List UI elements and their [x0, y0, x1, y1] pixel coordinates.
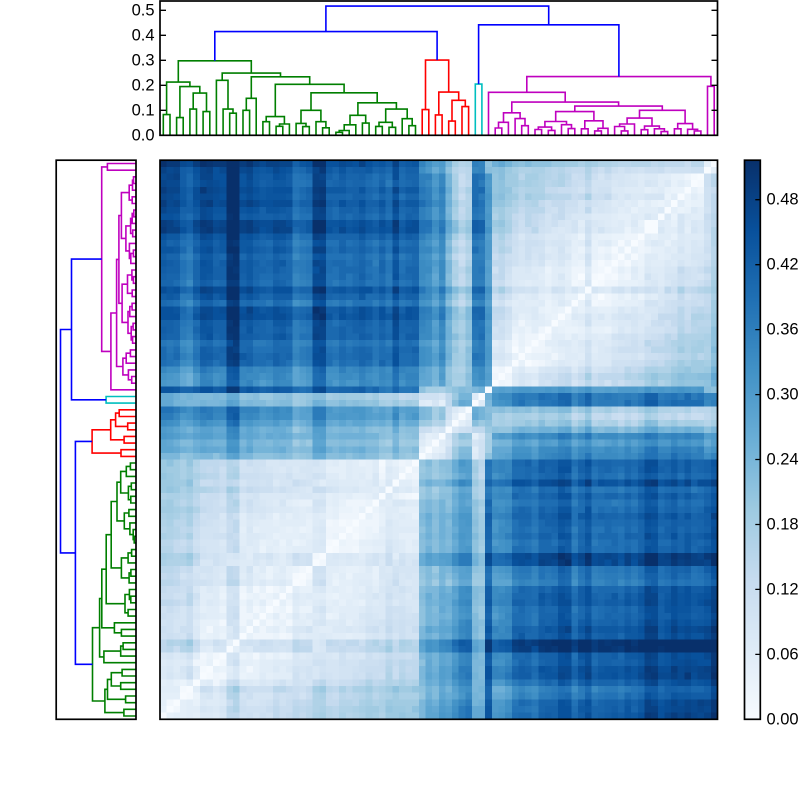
svg-text:0.48: 0.48 [767, 191, 799, 209]
svg-text:0.30: 0.30 [767, 386, 799, 404]
svg-text:0.3: 0.3 [132, 51, 155, 69]
svg-text:0.24: 0.24 [767, 451, 799, 469]
svg-text:0.1: 0.1 [132, 101, 155, 119]
svg-text:0.5: 0.5 [132, 1, 155, 19]
svg-text:0.0: 0.0 [132, 126, 155, 144]
svg-text:0.36: 0.36 [767, 321, 799, 339]
svg-text:0.12: 0.12 [767, 580, 799, 598]
svg-text:0.4: 0.4 [132, 26, 155, 44]
svg-text:0.42: 0.42 [767, 256, 799, 274]
svg-text:0.18: 0.18 [767, 516, 799, 534]
svg-text:0.2: 0.2 [132, 76, 155, 94]
svg-text:0.00: 0.00 [767, 710, 799, 728]
svg-text:0.06: 0.06 [767, 645, 799, 663]
